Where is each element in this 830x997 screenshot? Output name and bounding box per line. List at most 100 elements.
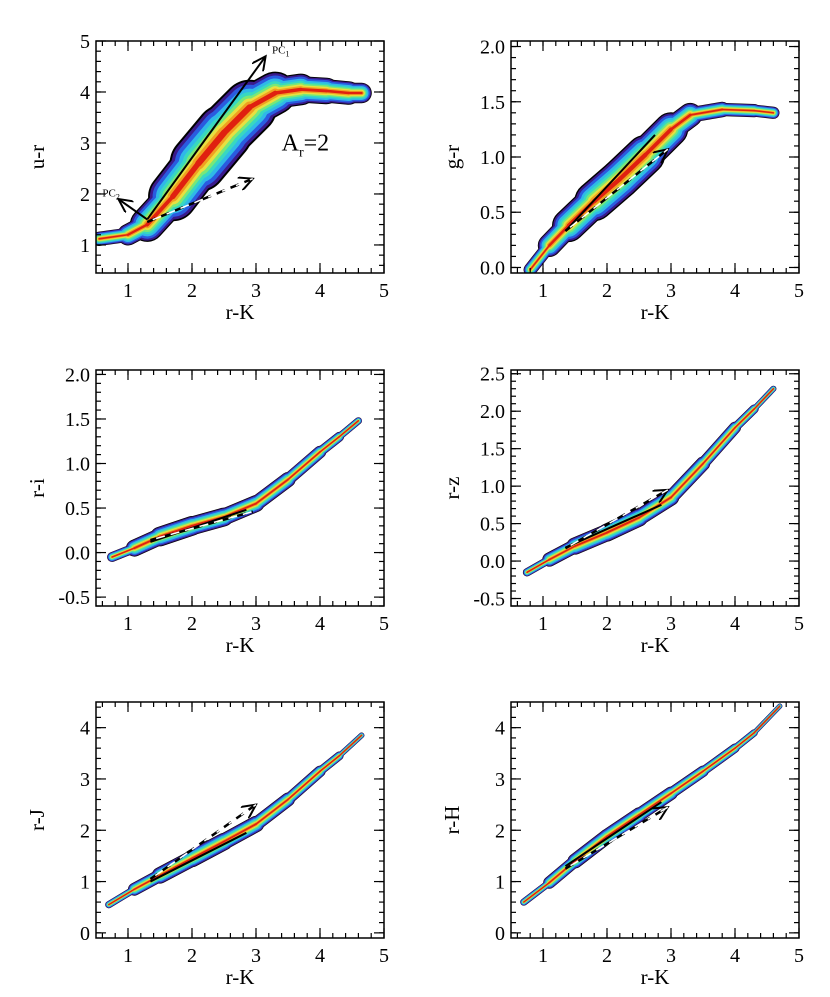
x-tick-label: 5 — [379, 613, 389, 635]
contour-band-level-8 — [247, 90, 278, 110]
contour-band-level-8 — [721, 108, 755, 112]
contour-band-level-8 — [133, 874, 161, 891]
y-tick-label: -0.5 — [473, 589, 505, 611]
x-tick-label: 2 — [602, 280, 612, 302]
y-tick-label: 2.5 — [480, 364, 505, 386]
plot-frame — [510, 369, 800, 607]
contour-band-level-8 — [338, 420, 360, 438]
contour-band-level-8 — [170, 160, 202, 200]
extinction-vector-line — [146, 179, 253, 224]
y-tick-label: -0.5 — [58, 587, 90, 609]
contour-band-level-8 — [548, 545, 576, 561]
panel-rh: 1 2 3 4 5 0 1 2 3 4 r-K r-H — [440, 701, 804, 989]
contour-band-level-8 — [702, 747, 736, 773]
contour-band-level-8 — [319, 436, 340, 453]
density-contours — [520, 703, 783, 906]
pc-vector-line — [564, 134, 656, 232]
contour-band-level-8 — [191, 840, 225, 860]
y-tick-label: 0.0 — [480, 551, 505, 573]
pc-vector-line — [149, 831, 247, 883]
x-tick-label: 4 — [315, 613, 325, 635]
y-tick-label: 1 — [495, 872, 505, 894]
pc-vector-line — [118, 199, 148, 221]
panel-rz: 1 2 3 4 5 -0.5 0.0 0.5 1.0 1.5 2.0 2.5 r-K r-z — [440, 364, 804, 657]
x-tick-label: 2 — [187, 613, 197, 635]
extinction-vector-line — [564, 807, 667, 870]
x-tick-label: 4 — [315, 945, 325, 967]
x-tick-label: 1 — [123, 945, 133, 967]
y-tick-label: 2 — [495, 820, 505, 842]
y-tick-label: 2.0 — [480, 37, 505, 59]
x-tick-label: 4 — [730, 613, 740, 635]
y-axis-title: r-J — [25, 809, 49, 831]
y-axis-title: r-z — [440, 477, 464, 500]
density-contours — [522, 385, 777, 577]
y-tick-label: 2 — [80, 184, 90, 206]
y-tick-label: 4 — [495, 718, 505, 740]
contour-band-level-8 — [526, 558, 551, 574]
contour-band-level-8 — [734, 408, 755, 429]
contour-band-level-8 — [108, 888, 136, 906]
density-contours — [96, 71, 372, 246]
x-axis-title: r-K — [226, 300, 255, 324]
x-axis-title: r-K — [226, 633, 255, 657]
panel-gr: 1 2 3 4 5 0.0 0.5 1.0 1.5 2.0 r-K g-r — [440, 37, 804, 324]
contour-band-level-8 — [529, 244, 551, 271]
extinction-vector-line — [565, 489, 669, 549]
contour-band-level-8 — [753, 705, 781, 734]
y-tick-label: 1.0 — [480, 147, 505, 169]
annotation-label: PC1 — [272, 45, 289, 59]
contour-band-level-8 — [287, 770, 321, 801]
contour-band-level-8 — [606, 814, 640, 838]
x-axis-title: r-K — [641, 965, 670, 989]
y-tick-label: 1.5 — [65, 409, 90, 431]
x-axis-title: r-K — [226, 965, 255, 989]
y-tick-label: 3 — [80, 133, 90, 155]
extinction-vector-line — [149, 803, 257, 880]
pc-vector-line — [146, 56, 265, 221]
y-tick-label: 2.0 — [65, 364, 90, 386]
contour-band-level-8 — [220, 104, 253, 136]
x-tick-label: 2 — [187, 945, 197, 967]
x-tick-label: 5 — [794, 945, 804, 967]
y-tick-label: 0.5 — [65, 498, 90, 520]
x-tick-label: 5 — [794, 280, 804, 302]
x-tick-label: 2 — [602, 613, 612, 635]
extinction-vector-line — [146, 177, 254, 223]
y-tick-label: 5 — [80, 31, 90, 53]
density-contours — [105, 732, 365, 909]
density-contours — [107, 417, 362, 562]
x-axis-title: r-K — [641, 300, 670, 324]
y-tick-label: 3 — [80, 769, 90, 791]
x-tick-label: 3 — [666, 945, 676, 967]
y-tick-label: 3 — [495, 769, 505, 791]
extinction-vector-line — [564, 148, 669, 232]
contour-band-level-8 — [670, 770, 704, 795]
y-tick-label: 2 — [80, 820, 90, 842]
x-tick-label: 5 — [379, 280, 389, 302]
x-tick-label: 1 — [123, 280, 133, 302]
x-tick-label: 1 — [538, 280, 548, 302]
contour-band-level-8 — [338, 734, 363, 757]
contour-band-level-8 — [689, 108, 724, 116]
contour-band-level-8 — [670, 462, 704, 499]
y-tick-label: 0.5 — [480, 202, 505, 224]
plot-frame — [95, 701, 385, 939]
contour-band-level-8 — [753, 109, 775, 114]
x-tick-label: 3 — [251, 613, 261, 635]
y-axis-title: u-r — [25, 145, 49, 170]
contour-band-level-8 — [523, 881, 551, 903]
y-tick-label: 1.5 — [480, 92, 505, 114]
contour-band-level-8 — [574, 531, 608, 548]
contour-band-level-8 — [617, 152, 648, 182]
contour-band-level-8 — [273, 87, 303, 95]
contour-band-level-8 — [111, 547, 136, 558]
y-tick-label: 1 — [80, 235, 90, 257]
contour-band-level-8 — [734, 732, 755, 749]
contour-band-level-8 — [548, 224, 570, 247]
y-tick-label: 0.0 — [480, 257, 505, 279]
panel-ur: 1 2 3 4 5 1 2 3 4 5 r-K u-r PC1 PC2 Ar=2 — [25, 31, 389, 324]
pc-vector-line — [564, 801, 662, 868]
y-tick-label: 0.0 — [65, 543, 90, 565]
plot-frame — [95, 369, 385, 607]
